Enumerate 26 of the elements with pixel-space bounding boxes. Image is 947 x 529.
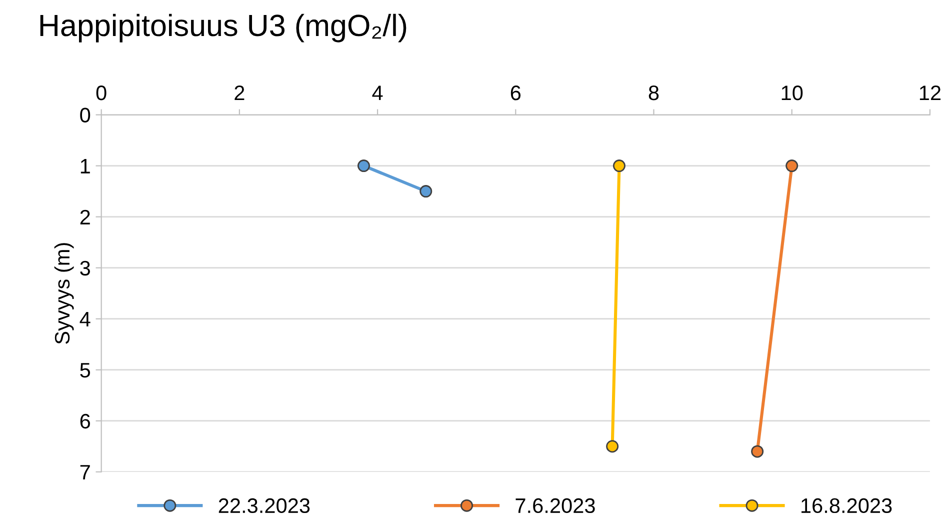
x-tick-label: 6: [510, 86, 521, 100]
x-tick-label: 0: [96, 86, 106, 100]
y-tick-label: 3: [80, 260, 90, 276]
x-tick-label: 8: [648, 86, 659, 100]
y-tick-label: 0: [80, 108, 90, 123]
point: [606, 440, 619, 453]
point: [786, 160, 798, 172]
x-tick-label: 2: [234, 86, 244, 100]
y-tick-label: 5: [80, 363, 90, 378]
point: [357, 160, 370, 172]
chart-title: Happipitoisuus U3 (mgO₂/l): [40, 14, 406, 42]
x-tick-label: 4: [372, 86, 383, 100]
point: [751, 445, 764, 458]
y-tick-label: 4: [80, 312, 90, 326]
legend-label: 22.3.2023: [218, 498, 310, 514]
y-tick-label: 6: [80, 414, 90, 429]
y-tick-label: 2: [80, 210, 90, 224]
point: [612, 160, 626, 172]
x-tick-label: 10: [782, 86, 803, 100]
x-tick-label: 12: [920, 86, 940, 100]
point: [420, 185, 432, 198]
y-tick-label: 7: [80, 465, 90, 480]
y-axis-title: Syvyys (m): [54, 243, 74, 344]
legend-label: 16.8.2023: [802, 498, 892, 514]
legend-label: 7.6.2023: [516, 498, 595, 514]
y-tick-label: 1: [80, 159, 90, 174]
